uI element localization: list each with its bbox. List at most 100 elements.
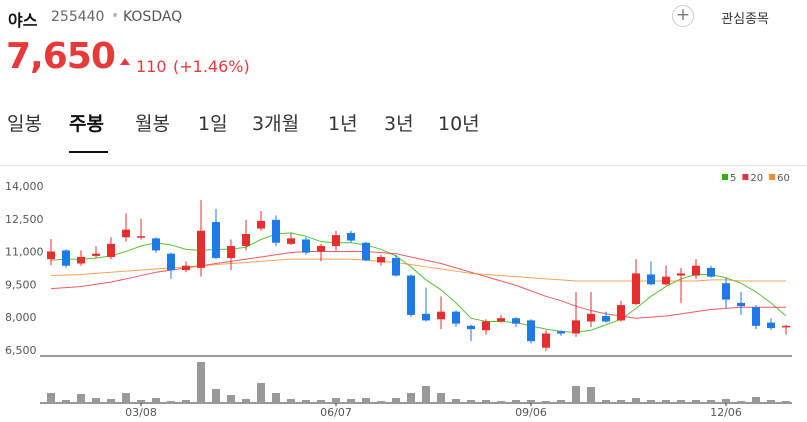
- volume-bar: [92, 398, 100, 403]
- volume-bar: [317, 400, 325, 403]
- volume-bar: [377, 401, 385, 403]
- volume-bar: [782, 401, 790, 403]
- candle-body: [77, 256, 85, 264]
- volume-bar: [287, 399, 295, 403]
- candle-body: [782, 325, 790, 328]
- candle-body: [407, 275, 415, 315]
- legend-label: 60: [777, 173, 790, 184]
- candle-body: [122, 229, 130, 238]
- volume-bar: [692, 400, 700, 403]
- candle-body: [557, 331, 565, 334]
- candle-body: [512, 318, 520, 324]
- period-tab[interactable]: 주봉: [69, 113, 104, 135]
- x-tick-label: 09/06: [515, 406, 547, 419]
- favorite-button[interactable]: 관심종목: [721, 12, 769, 27]
- volume-bar: [737, 401, 745, 403]
- candle-body: [377, 256, 385, 263]
- period-tab[interactable]: 1년: [328, 113, 358, 135]
- divider: [0, 165, 807, 166]
- candle-body: [692, 265, 700, 276]
- price: 7,650: [6, 36, 116, 77]
- candle-body: [482, 321, 490, 331]
- stock-name: 야스: [8, 11, 38, 30]
- volume-bar: [662, 400, 670, 403]
- volume-bar: [407, 393, 415, 403]
- candle-body: [722, 283, 730, 300]
- volume-bar: [467, 400, 475, 403]
- volume-bar: [437, 393, 445, 403]
- period-tab[interactable]: 일봉: [7, 113, 42, 135]
- volume-bar: [137, 400, 145, 403]
- volume-bar: [647, 400, 655, 403]
- volume-bar: [47, 393, 55, 403]
- volume-bar: [257, 383, 265, 403]
- volume-bar: [452, 399, 460, 403]
- change-rate: (+1.46%): [173, 57, 250, 76]
- volume-bar: [482, 400, 490, 403]
- x-tick-label: 12/06: [710, 406, 742, 419]
- moving-average: [50, 232, 787, 333]
- volume-bar: [197, 362, 205, 403]
- candle-body: [647, 274, 655, 285]
- y-tick-label: 11,000: [5, 246, 44, 259]
- candle-body: [587, 313, 595, 322]
- candle-body: [542, 333, 550, 348]
- candle-body: [572, 320, 580, 334]
- volume-bar: [767, 400, 775, 403]
- candle-body: [317, 246, 325, 252]
- candle-body: [212, 221, 220, 259]
- candle-body: [257, 220, 265, 229]
- y-tick-label: 6,500: [5, 344, 37, 357]
- candle-body: [137, 236, 145, 238]
- candle-body: [167, 253, 175, 271]
- period-tab[interactable]: 1일: [198, 113, 228, 135]
- period-tab[interactable]: 3년: [384, 113, 414, 135]
- volume-bar: [107, 399, 115, 403]
- legend-label: 5: [730, 173, 736, 184]
- candle-body: [62, 250, 70, 266]
- market: KOSDAQ: [123, 9, 183, 25]
- volume-bar: [242, 399, 250, 403]
- volume-bar: [557, 400, 565, 403]
- candle-body: [422, 313, 430, 321]
- volume-bar: [212, 389, 220, 403]
- period-tab[interactable]: 10년: [438, 113, 480, 135]
- candle-body: [362, 242, 370, 261]
- volume-bar: [677, 400, 685, 403]
- moving-average: [50, 251, 786, 319]
- volume-bar: [392, 398, 400, 403]
- candle-body: [752, 307, 760, 326]
- period-tab[interactable]: 3개월: [252, 113, 300, 135]
- candle-body: [452, 311, 460, 324]
- tab-underline: [69, 151, 108, 153]
- candle-body: [347, 232, 355, 241]
- volume-bar: [722, 399, 730, 403]
- volume-bar: [602, 400, 610, 403]
- candle-body: [182, 265, 190, 271]
- candle-body: [242, 234, 250, 247]
- candle-body: [707, 267, 715, 277]
- candle-body: [677, 273, 685, 276]
- volume-bar: [62, 400, 70, 403]
- up-arrow: [120, 58, 130, 65]
- candle-body: [662, 276, 670, 285]
- volume-bar: [302, 400, 310, 403]
- volume-bar: [572, 386, 580, 403]
- y-tick-label: 9,500: [5, 278, 37, 291]
- favorite-icon[interactable]: +: [672, 5, 694, 27]
- candle-body: [197, 230, 205, 268]
- y-tick-label: 12,500: [5, 213, 44, 226]
- x-tick-label: 03/08: [125, 406, 157, 419]
- volume-bar: [497, 401, 505, 403]
- legend-label: 20: [750, 173, 763, 184]
- candle-body: [287, 238, 295, 244]
- separator-dot: •: [111, 8, 120, 24]
- candle-body: [392, 258, 400, 276]
- period-tab[interactable]: 월봉: [135, 113, 170, 135]
- candle-body: [767, 322, 775, 329]
- candle-body: [737, 302, 745, 307]
- volume-bar: [512, 400, 520, 403]
- candle-body: [92, 253, 100, 256]
- volume-bar: [272, 393, 280, 403]
